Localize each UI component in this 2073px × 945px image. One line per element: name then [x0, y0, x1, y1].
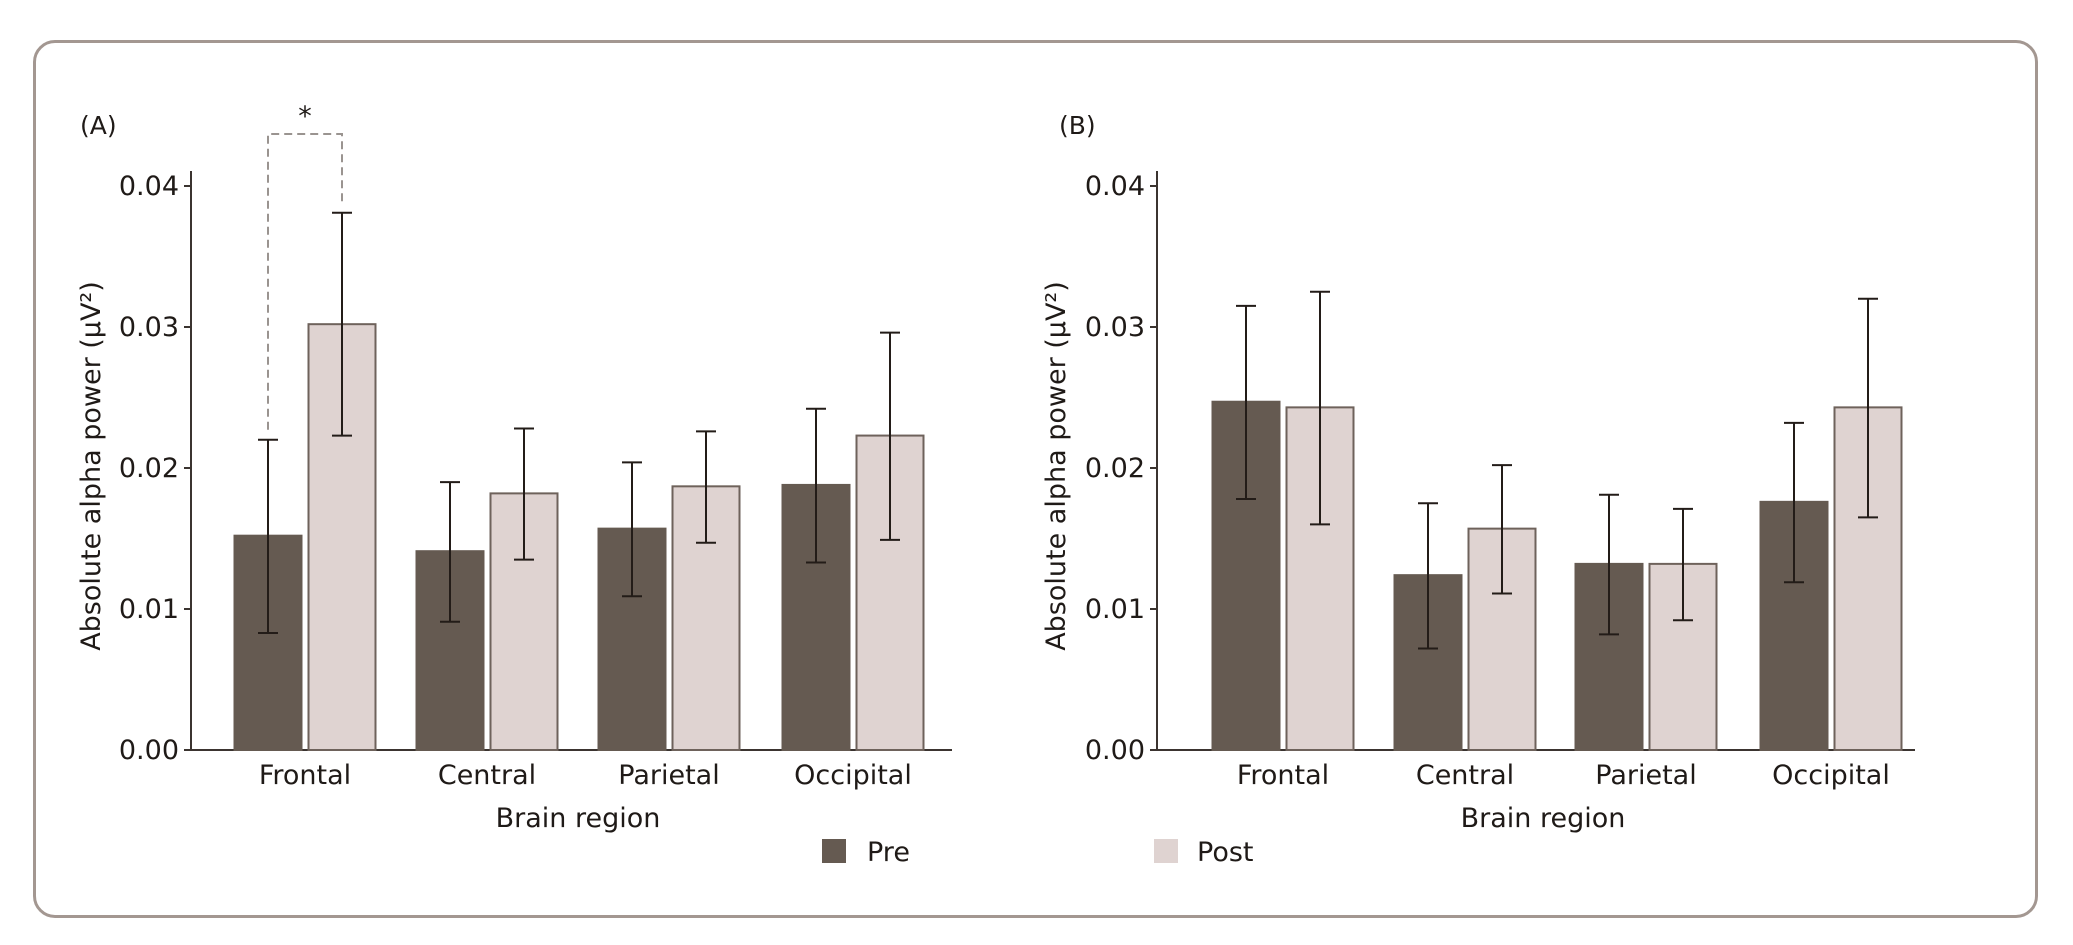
- significance-star: *: [298, 101, 312, 132]
- y-tick-label-b: 0.04: [1085, 171, 1145, 202]
- x-tick-label-a: Central: [438, 760, 536, 791]
- x-axis-title-b: Brain region: [1461, 803, 1626, 834]
- x-tick-label-b: Frontal: [1237, 760, 1329, 791]
- x-tick-label-b: Central: [1416, 760, 1514, 791]
- x-axis-title-a: Brain region: [496, 803, 661, 834]
- legend-label-pre: Pre: [867, 837, 910, 868]
- x-tick-label-b: Parietal: [1595, 760, 1696, 791]
- figure-frame: [33, 40, 2038, 918]
- y-tick-label-b: 0.01: [1085, 594, 1145, 625]
- legend-label-post: Post: [1197, 837, 1254, 868]
- y-tick-label-a: 0.00: [119, 735, 179, 766]
- y-tick-label-b: 0.00: [1085, 735, 1145, 766]
- y-tick-label-a: 0.02: [119, 453, 179, 484]
- legend-swatch-pre: [822, 839, 846, 863]
- y-tick-label-a: 0.04: [119, 171, 179, 202]
- plot-layer: 0.00 0.01 0.02 0.03 0.04 Frontal Central Pariet…: [119, 101, 1915, 791]
- panel-label-a: (A): [80, 111, 117, 140]
- bar-pre-parietal: [1574, 562, 1644, 751]
- y-tick-label-a: 0.03: [119, 312, 179, 343]
- y-tick-label-b: 0.03: [1085, 312, 1145, 343]
- y-tick-label-a: 0.01: [119, 594, 179, 625]
- x-tick-label-b: Occipital: [1772, 760, 1890, 791]
- legend-swatch-post: [1154, 839, 1178, 863]
- y-tick-label-b: 0.02: [1085, 453, 1145, 484]
- x-tick-label-a: Occipital: [794, 760, 912, 791]
- panel-label-b: (B): [1059, 111, 1096, 140]
- significance-bracket: [267, 133, 343, 430]
- y-axis-title-b: Absolute alpha power (µV²): [1041, 281, 1072, 651]
- x-tick-label-a: Frontal: [259, 760, 351, 791]
- x-tick-label-a: Parietal: [618, 760, 719, 791]
- y-axis-title-a: Absolute alpha power (µV²): [76, 281, 107, 651]
